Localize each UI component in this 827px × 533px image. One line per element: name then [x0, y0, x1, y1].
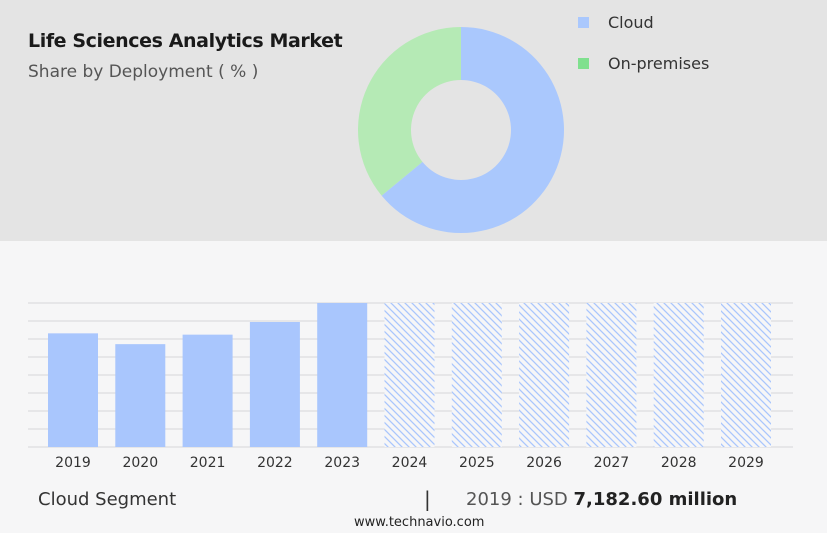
segment-value-prefix: 2019 : USD — [466, 489, 568, 510]
donut-legend: Cloud On-premises — [578, 12, 709, 94]
source-url: www.technavio.com — [354, 515, 485, 530]
x-tick-label: 2022 — [257, 455, 293, 471]
chart-title: Life Sciences Analytics Market — [28, 30, 343, 52]
bar-forecast-2028 — [653, 303, 704, 447]
legend-swatch-on-premises — [578, 57, 589, 69]
bar-2022 — [249, 321, 300, 447]
bar-2023 — [317, 303, 368, 447]
legend-label-cloud: Cloud — [608, 12, 654, 32]
bar-forecast-2029 — [721, 303, 771, 447]
chart-subtitle: Share by Deployment ( % ) — [28, 62, 259, 82]
x-tick-label: 2019 — [55, 455, 91, 471]
bar-2020 — [115, 344, 166, 447]
bar-forecast-2024 — [384, 303, 435, 447]
segment-value: 2019 : USD 7,182.60 million — [466, 489, 737, 510]
bar-forecast-2027 — [586, 303, 637, 447]
x-tick-label: 2029 — [728, 455, 764, 471]
x-tick-label: 2025 — [459, 455, 495, 471]
x-tick-label: 2028 — [661, 455, 697, 471]
bar-2021 — [182, 334, 233, 447]
x-tick-label: 2021 — [190, 455, 226, 471]
donut-slice-cloud — [381, 27, 564, 233]
legend-label-on-premises: On-premises — [608, 53, 710, 73]
x-tick-label: 2026 — [526, 455, 562, 471]
segment-label: Cloud Segment — [38, 489, 177, 510]
legend-item-on-premises: On-premises — [578, 53, 709, 73]
x-tick-label: 2024 — [392, 455, 428, 471]
bar-chart: 2019 2020 2021 2022 2023 2024 2025 2026 2027 2028… — [28, 302, 793, 471]
segment-value-amount: 7,182.60 million — [573, 489, 738, 510]
donut-chart — [357, 26, 564, 233]
bar-forecast-2025 — [451, 303, 502, 447]
x-tick-label: 2023 — [324, 455, 360, 471]
legend-swatch-cloud — [578, 16, 589, 28]
x-tick-label: 2027 — [594, 455, 630, 471]
bar-2019 — [48, 333, 98, 447]
legend-item-cloud: Cloud — [578, 12, 709, 32]
x-tick-label: 2020 — [122, 455, 158, 471]
footer-separator: | — [424, 487, 431, 511]
donut-slice-on-premises — [357, 26, 461, 196]
bar-forecast-2026 — [519, 303, 570, 447]
